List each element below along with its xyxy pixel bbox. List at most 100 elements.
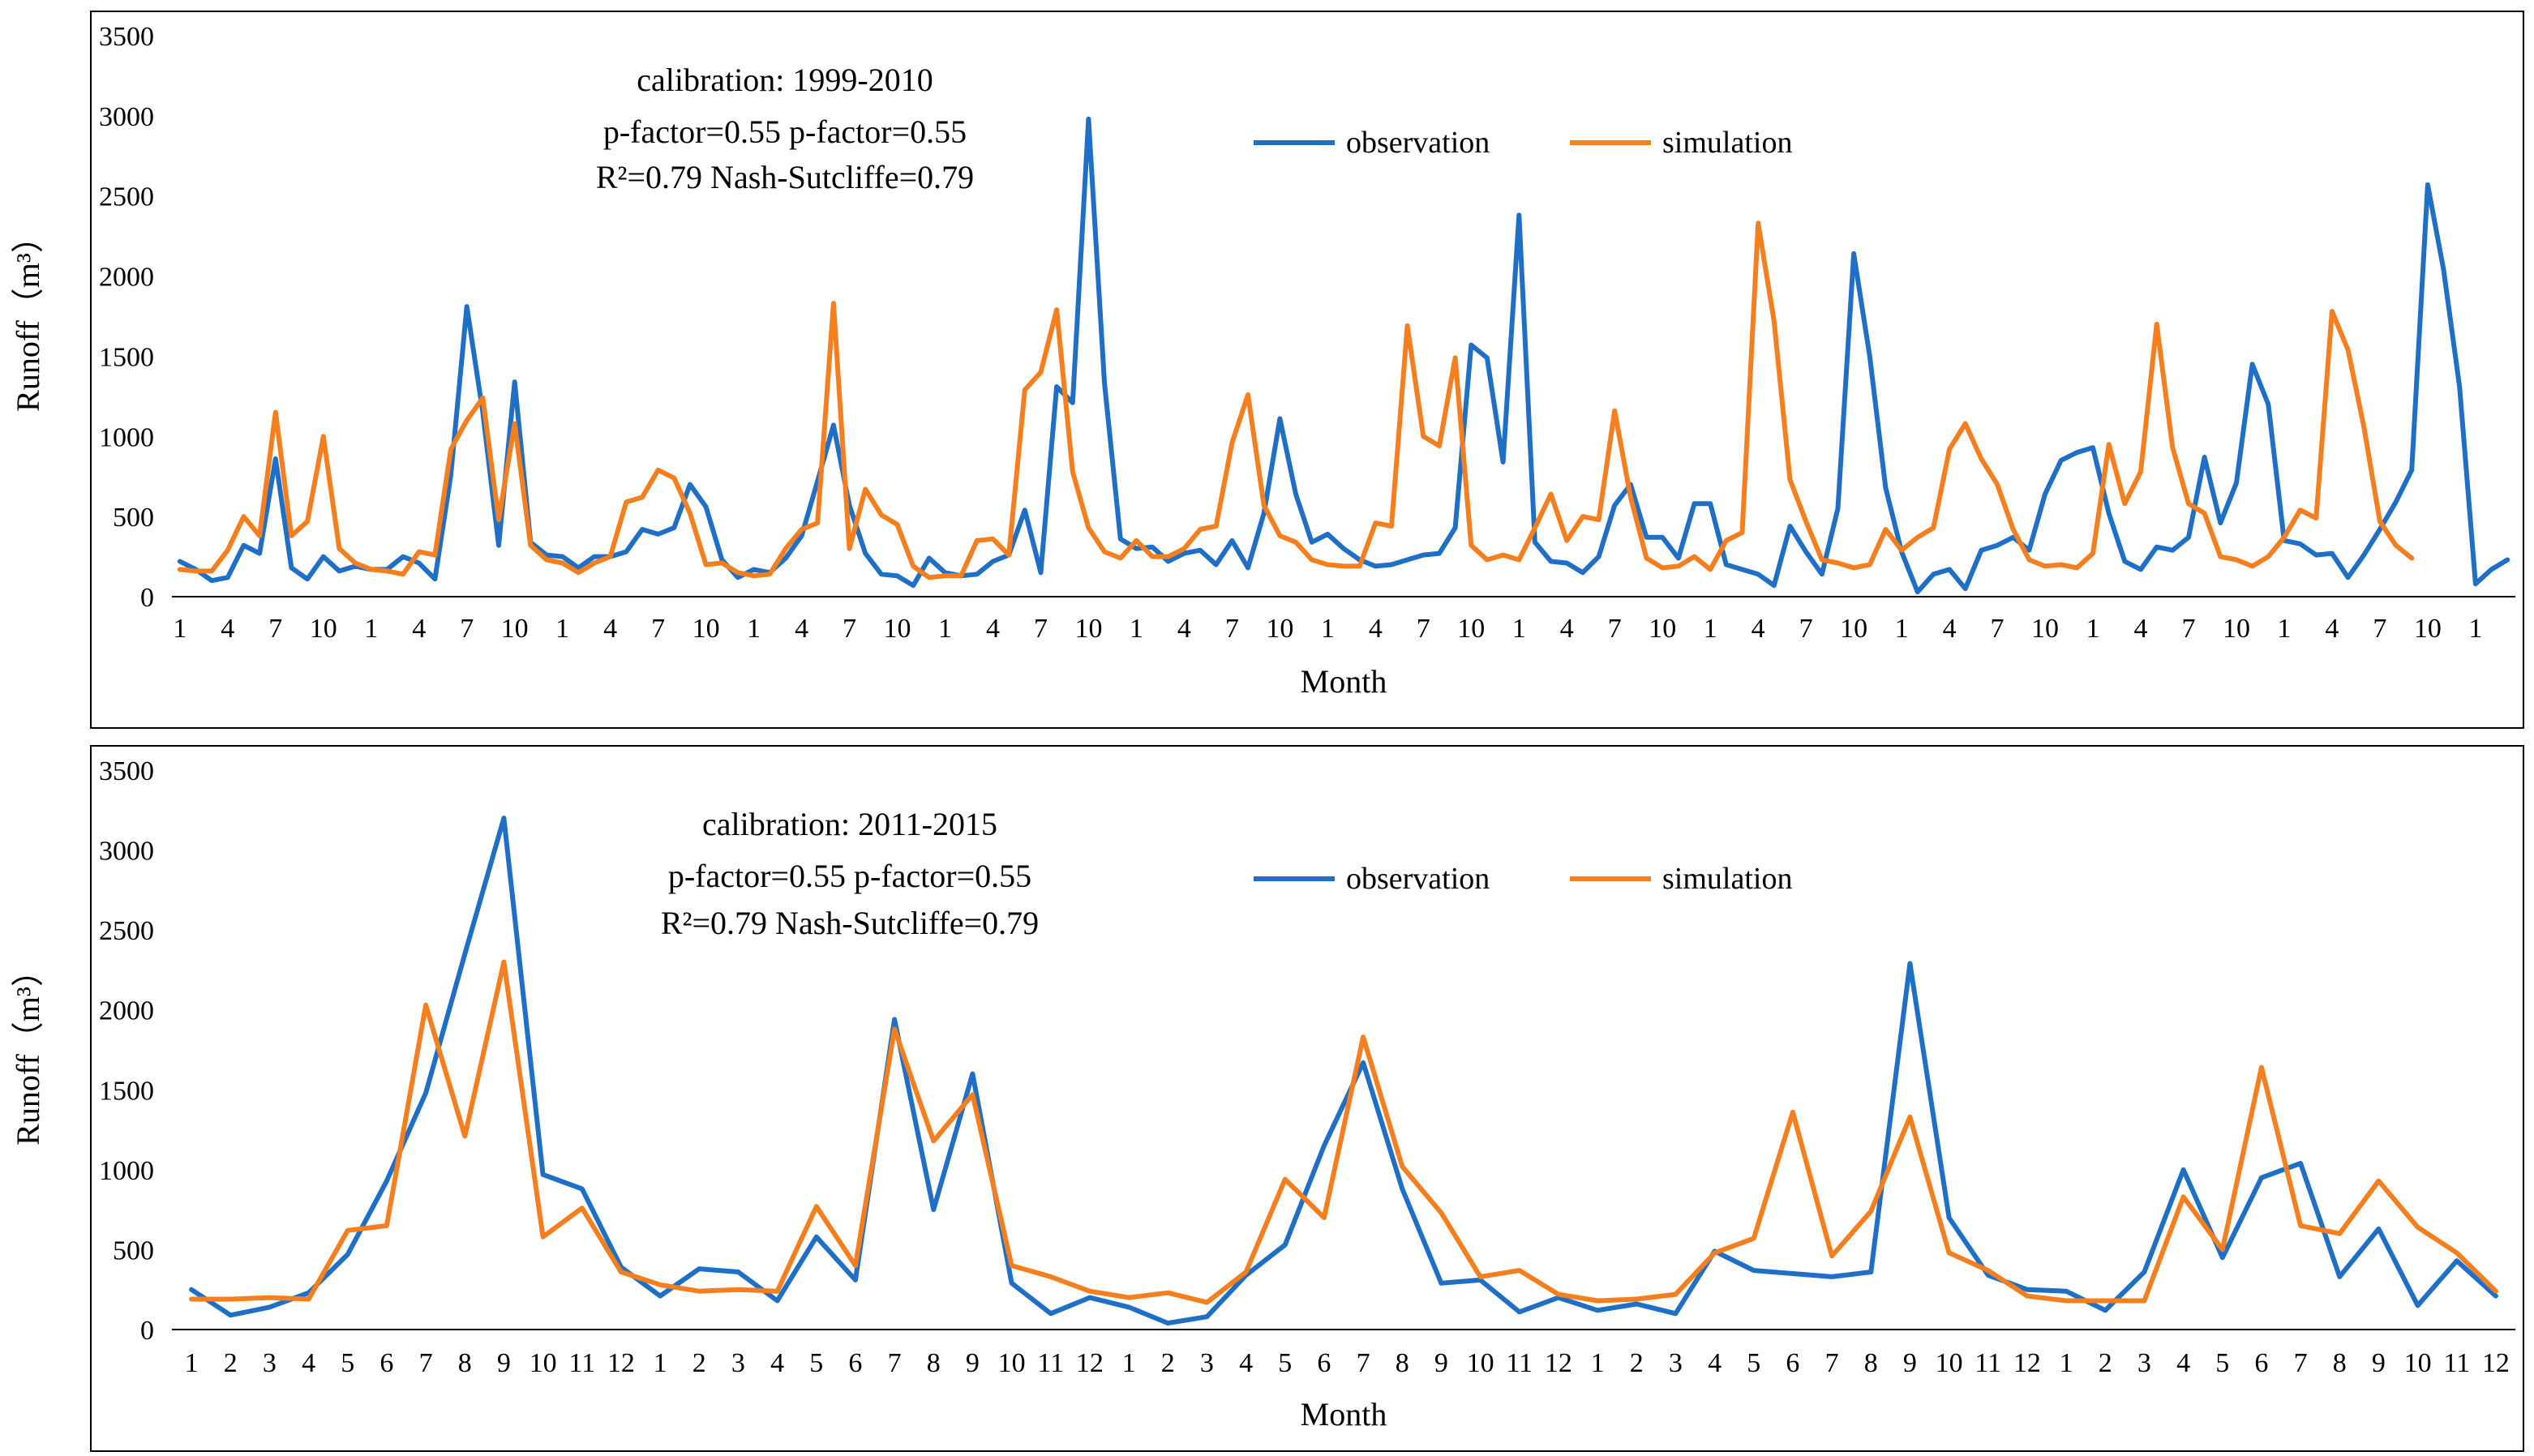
y-tick-label: 2500 — [99, 182, 154, 212]
panel-frame — [90, 11, 2524, 729]
y-tick-label: 500 — [113, 503, 154, 533]
x-tick-label: 4 — [770, 1348, 784, 1378]
x-tick-label: 2 — [692, 1348, 706, 1378]
x-tick-label: 4 — [1369, 614, 1383, 644]
x-tick-label: 1 — [1591, 1348, 1605, 1378]
x-tick-label: 6 — [379, 1348, 393, 1378]
x-tick-label: 10 — [2223, 614, 2250, 644]
x-tick-label: 7 — [1034, 614, 1048, 644]
x-tick-label: 1 — [555, 614, 569, 644]
y-tick-label: 3500 — [99, 756, 154, 786]
x-tick-label: 1 — [1704, 614, 1717, 644]
x-tick-label: 2 — [2099, 1348, 2112, 1378]
x-tick-label: 8 — [1864, 1348, 1878, 1378]
x-tick-label: 5 — [809, 1348, 823, 1378]
x-tick-label: 1 — [1895, 614, 1909, 644]
x-tick-label: 3 — [263, 1348, 277, 1378]
x-tick-label: 7 — [2294, 1348, 2308, 1378]
annotation-line: calibration: 2011-2015 — [702, 806, 997, 842]
x-tick-label: 4 — [221, 614, 234, 644]
y-tick-label: 1500 — [99, 342, 154, 372]
x-tick-label: 7 — [1225, 614, 1239, 644]
x-tick-label: 1 — [1130, 614, 1143, 644]
annotation-line: R²=0.79 Nash-Sutcliffe=0.79 — [661, 905, 1039, 941]
x-tick-label: 4 — [1177, 614, 1191, 644]
x-tick-label: 1 — [1321, 614, 1335, 644]
y-tick-label: 500 — [113, 1235, 154, 1265]
x-tick-label: 10 — [2404, 1348, 2432, 1378]
y-tick-label: 3000 — [99, 837, 154, 867]
x-tick-label: 10 — [884, 614, 911, 644]
x-tick-label: 1 — [1122, 1348, 1136, 1378]
x-tick-label: 4 — [1560, 614, 1574, 644]
legend-label-observation: observation — [1346, 862, 1490, 896]
x-tick-label: 4 — [302, 1348, 315, 1378]
annotation-line: calibration: 1999-2010 — [637, 62, 933, 98]
x-tick-label: 7 — [888, 1348, 902, 1378]
x-tick-label: 10 — [998, 1348, 1026, 1378]
x-tick-label: 10 — [2414, 614, 2442, 644]
series-line-observation — [189, 816, 2498, 1326]
chart-panel-top: 0 500 1000 1500 2000 2500 3000 3500 1 4 7 10 1 4 7 10 1 4… — [10, 11, 2524, 729]
x-axis-title: Month — [1301, 1396, 1387, 1432]
x-tick-label: 4 — [1752, 614, 1765, 644]
x-tick-label: 4 — [2133, 614, 2147, 644]
x-tick-label: 1 — [364, 614, 378, 644]
series-line-simulation — [189, 959, 2498, 1305]
x-tick-label: 2 — [1630, 1348, 1644, 1378]
x-tick-label: 1 — [2060, 1348, 2073, 1378]
x-tick-label: 1 — [1512, 614, 1526, 644]
y-tick-label: 0 — [140, 583, 154, 613]
panel-frame — [90, 745, 2524, 1452]
x-tick-label: 7 — [2181, 614, 2195, 644]
x-tick-label: 10 — [1074, 614, 1102, 644]
x-tick-label: 5 — [1278, 1348, 1292, 1378]
x-tick-label: 4 — [1943, 614, 1957, 644]
x-tick-label: 10 — [1649, 614, 1676, 644]
x-tick-label: 7 — [651, 614, 665, 644]
x-tick-label: 6 — [2254, 1348, 2268, 1378]
x-tick-label: 7 — [843, 614, 856, 644]
x-tick-label: 10 — [692, 614, 720, 644]
x-tick-label: 1 — [2277, 614, 2291, 644]
x-tick-label: 9 — [2372, 1348, 2386, 1378]
x-tick-label: 7 — [1608, 614, 1622, 644]
x-tick-label: 7 — [1825, 1348, 1839, 1378]
x-tick-label: 3 — [731, 1348, 745, 1378]
x-tick-label: 12 — [1076, 1348, 1104, 1378]
x-tick-label: 1 — [173, 614, 187, 644]
x-tick-label: 7 — [1799, 614, 1813, 644]
legend-label-simulation: simulation — [1662, 862, 1792, 896]
y-tick-label: 1000 — [99, 422, 154, 452]
legend-label-observation: observation — [1346, 126, 1490, 160]
x-tick-label: 12 — [2013, 1348, 2041, 1378]
x-tick-label: 12 — [2482, 1348, 2510, 1378]
x-tick-label: 7 — [460, 614, 474, 644]
annotation-line: p-factor=0.55 p-factor=0.55 — [668, 858, 1031, 894]
x-tick-label: 1 — [938, 614, 952, 644]
y-axis-title: Runoff（m³） — [10, 221, 46, 412]
x-tick-label: 9 — [497, 1348, 511, 1378]
y-axis-title: Runoff（m³） — [10, 954, 46, 1146]
x-tick-label: 4 — [2325, 614, 2339, 644]
x-tick-label: 2 — [1161, 1348, 1175, 1378]
x-tick-label: 11 — [1506, 1348, 1533, 1378]
x-tick-label: 7 — [419, 1348, 433, 1378]
x-tick-label: 8 — [2333, 1348, 2347, 1378]
x-tick-label: 8 — [458, 1348, 472, 1378]
x-tick-label: 7 — [268, 614, 282, 644]
x-tick-label: 1 — [747, 614, 761, 644]
y-tick-label: 0 — [140, 1316, 154, 1346]
x-tick-label: 10 — [310, 614, 337, 644]
x-tick-label: 10 — [1266, 614, 1293, 644]
x-tick-label: 6 — [848, 1348, 862, 1378]
x-tick-label: 9 — [1434, 1348, 1448, 1378]
x-tick-label: 4 — [412, 614, 426, 644]
x-tick-label: 7 — [1357, 1348, 1370, 1378]
y-tick-label: 2000 — [99, 996, 154, 1026]
series-line-observation — [177, 116, 2510, 595]
x-tick-label: 10 — [1936, 1348, 1963, 1378]
y-tick-label: 3500 — [99, 22, 154, 52]
